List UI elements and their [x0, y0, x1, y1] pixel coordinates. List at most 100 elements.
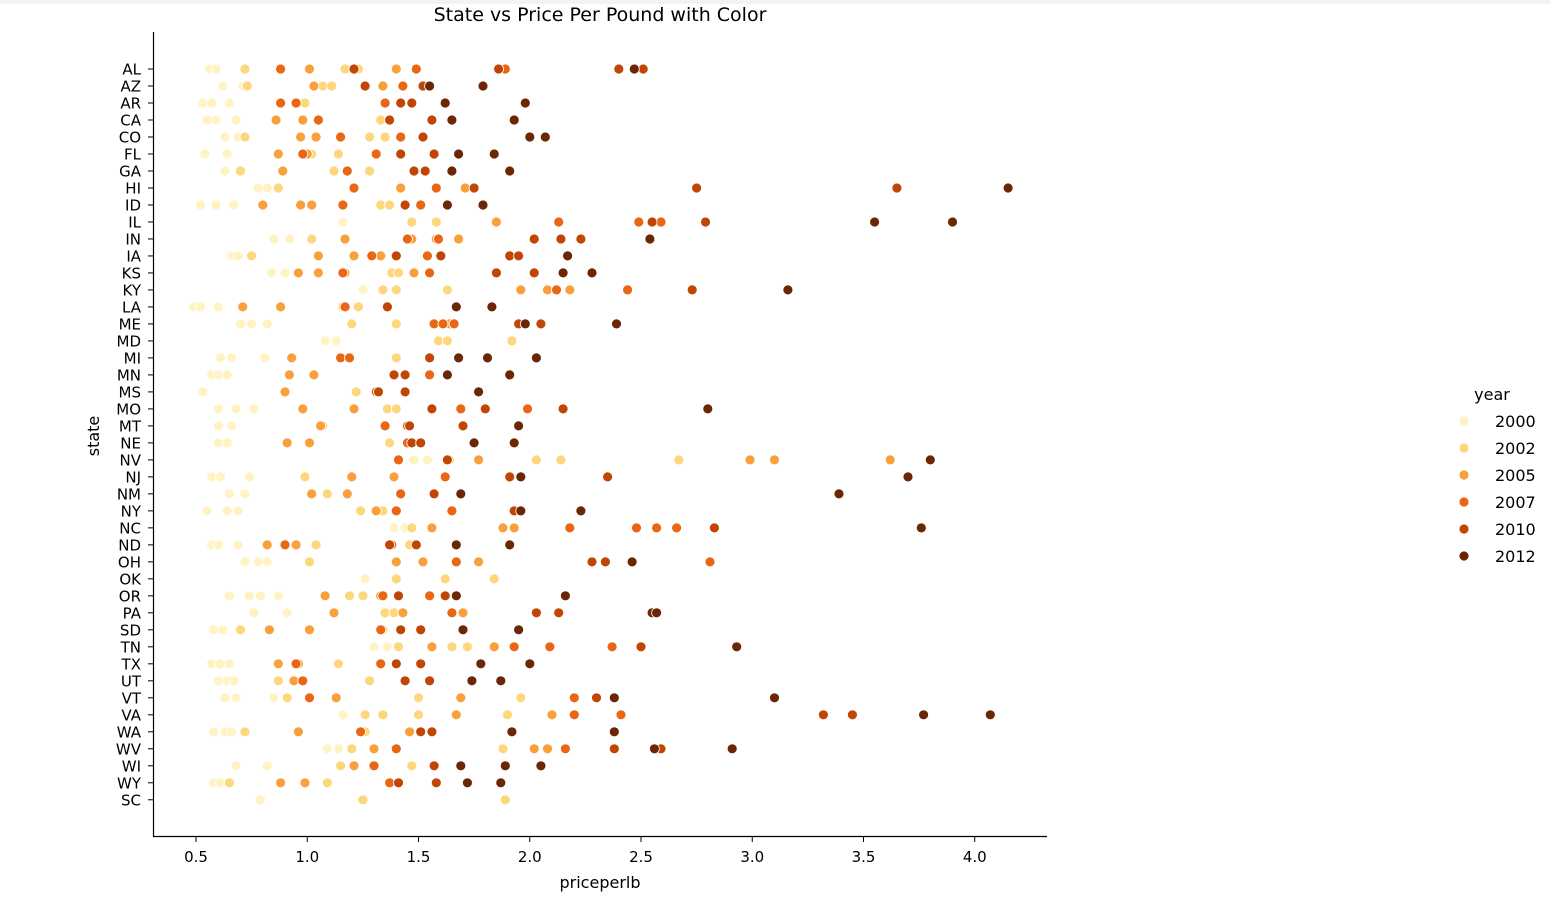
data-point-2005: [404, 726, 416, 738]
data-point-2012: [575, 505, 587, 517]
data-point-2012: [504, 369, 516, 381]
data-point-2005: [370, 505, 382, 517]
data-points: [188, 63, 1014, 806]
top-strip: [0, 0, 1550, 4]
data-point-2002: [497, 743, 509, 755]
data-point-2010: [426, 726, 438, 738]
data-point-2002: [413, 709, 424, 721]
data-point-2007: [553, 216, 565, 228]
y-tick-label: NE: [120, 434, 141, 452]
data-point-2000: [239, 556, 251, 568]
data-point-2005: [308, 369, 320, 381]
data-point-2005: [368, 743, 380, 755]
data-point-2012: [473, 386, 485, 398]
data-point-2002: [272, 182, 284, 194]
legend-label-2000: 2000: [1495, 412, 1536, 431]
data-point-2005: [299, 777, 311, 789]
data-point-2005: [542, 743, 553, 755]
data-point-2002: [352, 301, 364, 313]
data-point-2005: [306, 488, 318, 500]
data-point-2007: [446, 505, 458, 517]
data-point-2005: [272, 148, 284, 160]
data-point-2007: [275, 63, 287, 75]
data-point-2002: [350, 386, 362, 398]
data-point-2005: [270, 114, 282, 126]
data-point-2007: [290, 97, 302, 109]
data-point-2002: [239, 131, 251, 143]
data-point-2010: [847, 709, 858, 721]
data-point-2010: [600, 556, 611, 568]
data-point-2007: [370, 148, 382, 160]
data-point-2005: [295, 131, 307, 143]
data-point-2012: [486, 301, 498, 313]
data-point-2000: [281, 607, 293, 619]
data-point-2002: [326, 80, 338, 92]
data-point-2000: [223, 488, 235, 500]
data-point-2010: [399, 386, 411, 398]
data-point-2000: [217, 80, 229, 92]
data-point-2007: [348, 182, 360, 194]
data-point-2007: [439, 471, 451, 483]
data-point-2007: [415, 199, 427, 211]
data-point-2005: [310, 131, 322, 143]
data-point-2005: [408, 267, 420, 279]
data-point-2000: [319, 335, 331, 347]
data-point-2002: [393, 267, 404, 279]
data-point-2005: [390, 63, 402, 75]
data-point-2010: [504, 471, 516, 483]
data-point-2012: [519, 318, 531, 330]
data-point-2012: [524, 131, 536, 143]
data-point-2012: [466, 675, 478, 687]
data-point-2007: [375, 624, 387, 636]
data-point-2007: [297, 148, 309, 160]
data-point-2005: [546, 709, 558, 721]
data-point-2007: [401, 233, 413, 245]
data-point-2012: [475, 658, 487, 670]
data-point-2005: [312, 250, 324, 262]
data-point-2005: [375, 250, 387, 262]
data-point-2000: [221, 437, 233, 449]
data-point-2007: [304, 692, 315, 704]
data-point-2000: [357, 284, 369, 296]
data-point-2010: [373, 386, 384, 398]
data-point-2000: [219, 692, 231, 704]
data-point-2010: [608, 743, 620, 755]
y-tick-label: AZ: [120, 77, 141, 95]
data-point-2002: [321, 488, 333, 500]
data-point-2012: [524, 658, 536, 670]
data-point-2000: [212, 301, 224, 313]
data-point-2010: [531, 607, 542, 619]
data-point-2000: [230, 760, 242, 772]
data-point-2000: [232, 250, 244, 262]
y-tick-label: SD: [120, 621, 141, 639]
data-point-2007: [379, 97, 391, 109]
y-tick-label: WV: [116, 740, 142, 758]
data-point-2007: [410, 63, 422, 75]
data-point-2012: [562, 250, 573, 262]
data-point-2005: [261, 539, 273, 551]
y-tick-label: TN: [120, 638, 141, 656]
data-point-2002: [502, 709, 513, 721]
data-point-2007: [655, 216, 667, 228]
data-point-2012: [628, 63, 640, 75]
data-point-2005: [290, 539, 302, 551]
data-point-2010: [395, 97, 407, 109]
data-point-2002: [413, 692, 424, 704]
data-point-2012: [535, 760, 547, 772]
data-point-2002: [346, 743, 358, 755]
data-point-2002: [239, 726, 251, 738]
y-tick-label: OR: [119, 587, 141, 605]
data-point-2007: [290, 658, 302, 670]
data-point-2010: [646, 216, 658, 228]
data-point-2012: [450, 539, 462, 551]
data-point-2007: [568, 692, 580, 704]
data-point-2002: [246, 250, 258, 262]
y-tick-label: NJ: [125, 468, 141, 486]
data-point-2005: [319, 590, 331, 602]
data-point-2000: [212, 403, 224, 415]
data-point-2010: [575, 233, 587, 245]
data-point-2002: [390, 403, 402, 415]
data-point-2010: [635, 641, 647, 653]
data-point-2012: [446, 165, 458, 177]
y-tick-label: OK: [119, 570, 142, 588]
